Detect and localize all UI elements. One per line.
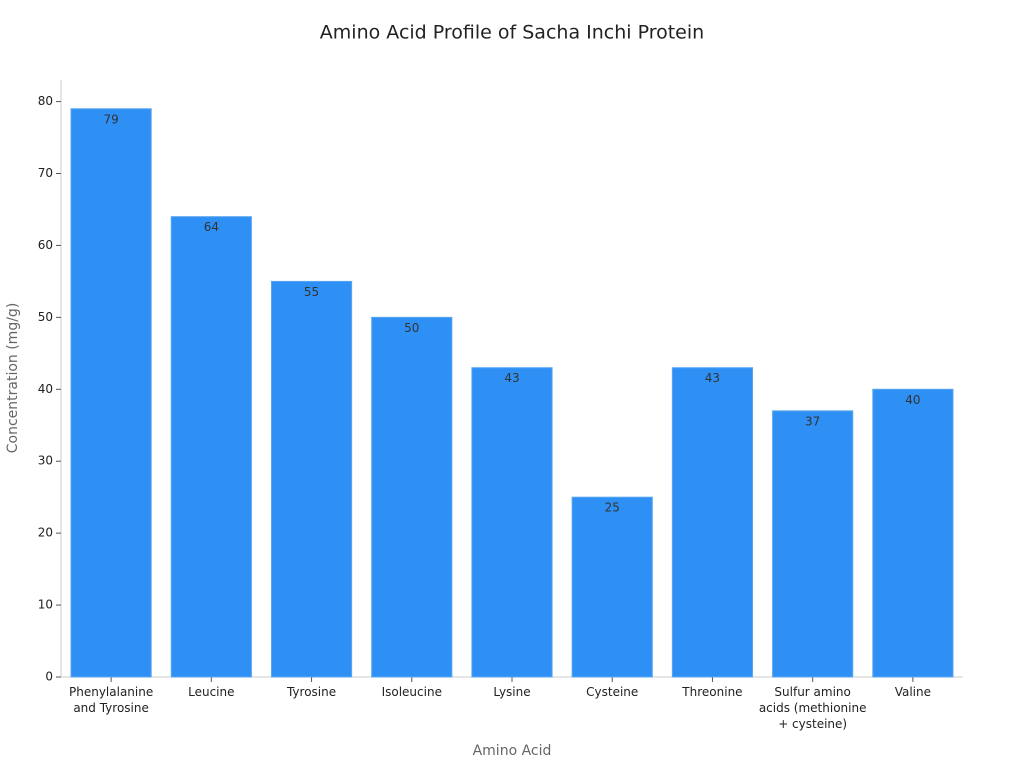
bar <box>872 388 954 678</box>
x-axis-label: Amino Acid <box>473 743 552 759</box>
value-label: 40 <box>905 393 920 407</box>
y-tick-label: 10 <box>38 598 53 612</box>
x-tick-label-box: Cysteine <box>586 685 639 699</box>
value-label: 79 <box>103 112 118 126</box>
x-tick-label-box: Valine <box>894 685 932 699</box>
bar <box>671 367 754 678</box>
x-tick-label-box: Sulfur amino acids (methionine + cystein… <box>758 685 867 731</box>
bar <box>571 496 653 678</box>
y-tick-label: 70 <box>38 166 53 180</box>
x-tick-label: Phenylalanine and Tyrosine <box>68 685 154 715</box>
value-label: 50 <box>404 321 419 335</box>
x-tick-label: Cysteine <box>586 685 639 699</box>
x-tick-label: Isoleucine <box>381 685 442 699</box>
y-tick-label: 30 <box>38 454 53 468</box>
value-label: 37 <box>805 414 820 428</box>
x-tick-label-box: Leucine <box>188 685 235 699</box>
value-label: 64 <box>204 220 219 234</box>
x-tick-label: Leucine <box>188 685 235 699</box>
y-tick-label: 80 <box>38 94 53 108</box>
x-tick-label: Threonine <box>682 685 743 699</box>
x-tick-label-box: Phenylalanine and Tyrosine <box>68 685 154 715</box>
y-tick-label: 60 <box>38 238 53 252</box>
bar <box>471 367 553 678</box>
y-tick-label: 50 <box>38 310 53 324</box>
value-label: 43 <box>705 371 720 385</box>
y-tick-label: 0 <box>45 670 53 684</box>
x-tick-label: Sulfur amino acids (methionine + cystein… <box>758 685 867 731</box>
bar <box>70 108 152 678</box>
x-tick-label: Lysine <box>493 685 531 699</box>
bar <box>371 316 453 678</box>
value-label: 25 <box>605 501 620 515</box>
chart-title: Amino Acid Profile of Sacha Inchi Protei… <box>320 22 704 44</box>
x-tick-label: Tyrosine <box>286 685 337 699</box>
bar <box>270 280 353 678</box>
x-tick-label-box: Tyrosine <box>286 685 337 699</box>
y-tick-label: 40 <box>38 382 53 396</box>
y-tick-label: 20 <box>38 526 53 540</box>
bar <box>772 410 854 678</box>
y-axis-label: Concentration (mg/g) <box>5 303 21 454</box>
x-tick-label-box: Lysine <box>493 685 531 699</box>
value-label: 55 <box>304 285 319 299</box>
bar <box>170 216 252 678</box>
x-tick-label-box: Isoleucine <box>381 685 442 699</box>
x-tick-label-box: Threonine <box>682 685 743 699</box>
value-label: 43 <box>504 371 519 385</box>
x-tick-label: Valine <box>894 685 932 699</box>
